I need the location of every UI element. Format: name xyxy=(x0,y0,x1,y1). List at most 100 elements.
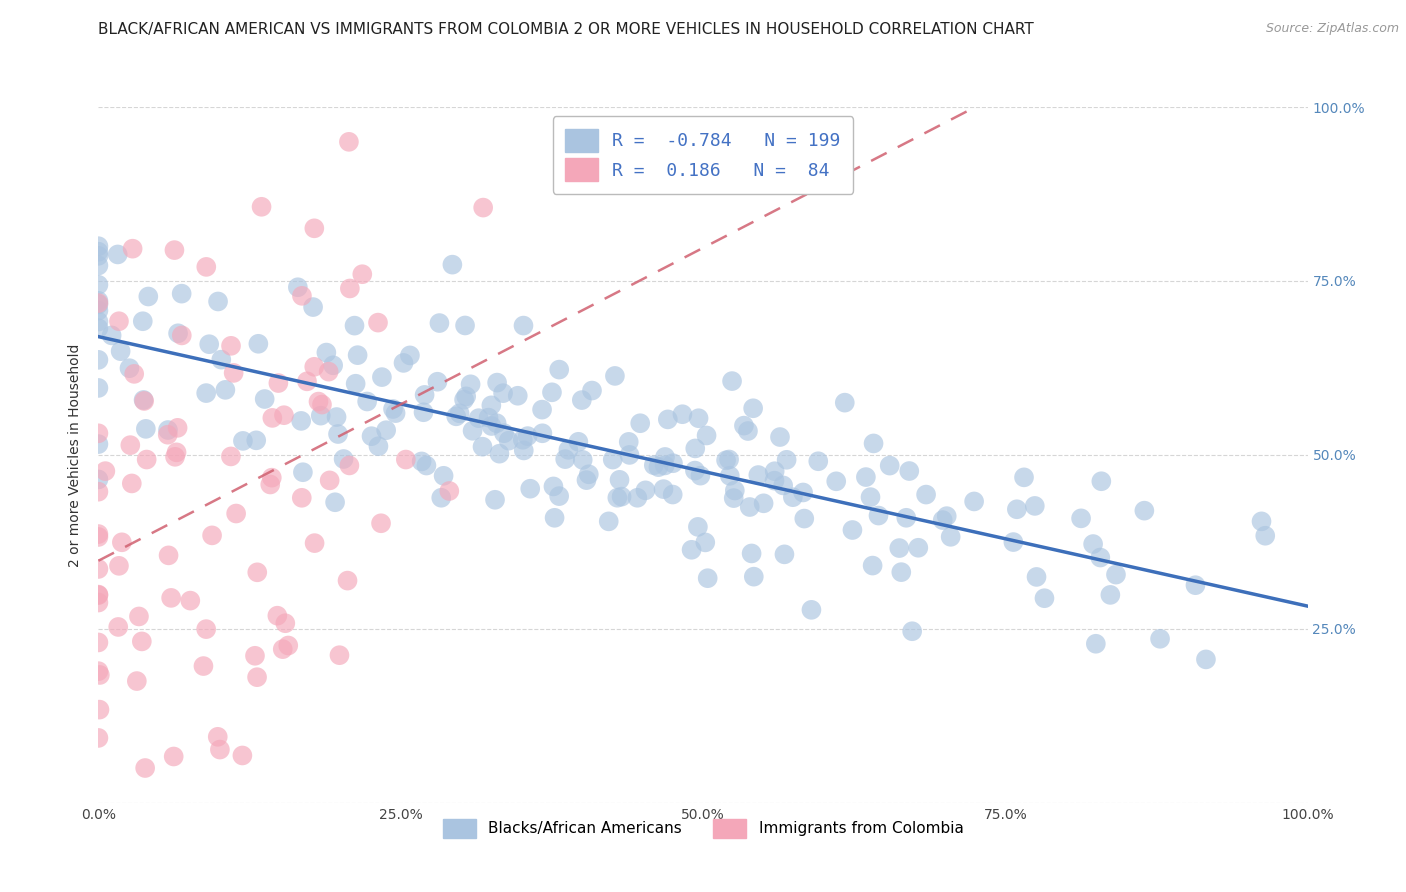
Point xyxy=(689,468,711,483)
Point xyxy=(290,414,312,428)
Point xyxy=(260,470,283,484)
Point xyxy=(531,402,554,417)
Point xyxy=(214,383,236,397)
Point xyxy=(890,565,912,579)
Point xyxy=(291,491,314,505)
Point xyxy=(135,452,157,467)
Legend: Blacks/African Americans, Immigrants from Colombia: Blacks/African Americans, Immigrants fro… xyxy=(436,813,970,844)
Point xyxy=(512,318,534,333)
Point xyxy=(718,452,741,467)
Point xyxy=(132,314,155,328)
Point xyxy=(108,314,131,328)
Point xyxy=(231,748,253,763)
Point xyxy=(246,670,269,684)
Point xyxy=(598,514,620,528)
Point xyxy=(741,546,763,560)
Point xyxy=(723,491,745,505)
Point xyxy=(575,473,598,487)
Point xyxy=(304,221,326,235)
Point xyxy=(271,642,294,657)
Point xyxy=(195,386,218,401)
Point xyxy=(1070,511,1092,525)
Point xyxy=(718,468,741,483)
Point xyxy=(87,588,110,602)
Point xyxy=(87,664,110,678)
Point xyxy=(444,409,467,424)
Point xyxy=(413,388,436,402)
Point xyxy=(367,439,389,453)
Point xyxy=(1195,652,1218,666)
Point xyxy=(87,314,110,328)
Point xyxy=(87,731,110,745)
Point xyxy=(963,494,986,508)
Point xyxy=(1149,632,1171,646)
Point xyxy=(135,422,157,436)
Point xyxy=(548,489,571,503)
Point xyxy=(245,434,267,448)
Point xyxy=(733,418,755,433)
Point xyxy=(543,510,565,524)
Point xyxy=(415,458,437,473)
Point xyxy=(94,464,117,478)
Point xyxy=(309,409,332,423)
Point xyxy=(696,571,718,585)
Point xyxy=(742,401,765,416)
Point xyxy=(578,467,600,482)
Point xyxy=(617,434,640,449)
Point xyxy=(688,411,710,425)
Point xyxy=(1033,591,1056,606)
Point xyxy=(87,249,110,263)
Point xyxy=(87,472,110,486)
Point xyxy=(541,385,564,400)
Point xyxy=(219,450,242,464)
Point xyxy=(862,436,884,450)
Point xyxy=(1184,578,1206,592)
Point xyxy=(543,479,565,493)
Point xyxy=(160,591,183,605)
Point xyxy=(492,386,515,401)
Point xyxy=(935,509,957,524)
Point xyxy=(449,406,471,420)
Point xyxy=(471,440,494,454)
Point xyxy=(695,535,717,549)
Point xyxy=(506,389,529,403)
Point xyxy=(742,569,765,583)
Point xyxy=(209,352,232,367)
Point xyxy=(467,411,489,425)
Point xyxy=(1090,550,1112,565)
Point xyxy=(208,742,231,756)
Point xyxy=(108,558,131,573)
Point xyxy=(87,588,110,602)
Point xyxy=(775,452,797,467)
Point xyxy=(367,316,389,330)
Point xyxy=(87,321,110,335)
Point xyxy=(485,416,508,430)
Point xyxy=(484,492,506,507)
Point xyxy=(100,328,122,343)
Point xyxy=(571,393,593,408)
Point xyxy=(747,468,769,483)
Point xyxy=(87,635,110,649)
Point xyxy=(395,452,418,467)
Point xyxy=(166,421,188,435)
Point xyxy=(460,377,482,392)
Point xyxy=(339,281,361,295)
Point xyxy=(901,624,924,639)
Point xyxy=(662,456,685,470)
Point xyxy=(132,392,155,407)
Point xyxy=(318,365,340,379)
Point xyxy=(87,277,110,292)
Point xyxy=(382,402,405,417)
Point xyxy=(686,520,709,534)
Point xyxy=(724,483,747,498)
Point xyxy=(322,359,344,373)
Point xyxy=(602,452,624,467)
Point xyxy=(472,201,495,215)
Text: Source: ZipAtlas.com: Source: ZipAtlas.com xyxy=(1265,22,1399,36)
Point xyxy=(752,496,775,510)
Point xyxy=(343,318,366,333)
Point xyxy=(441,258,464,272)
Point xyxy=(714,453,737,467)
Point xyxy=(134,394,156,409)
Point xyxy=(477,410,499,425)
